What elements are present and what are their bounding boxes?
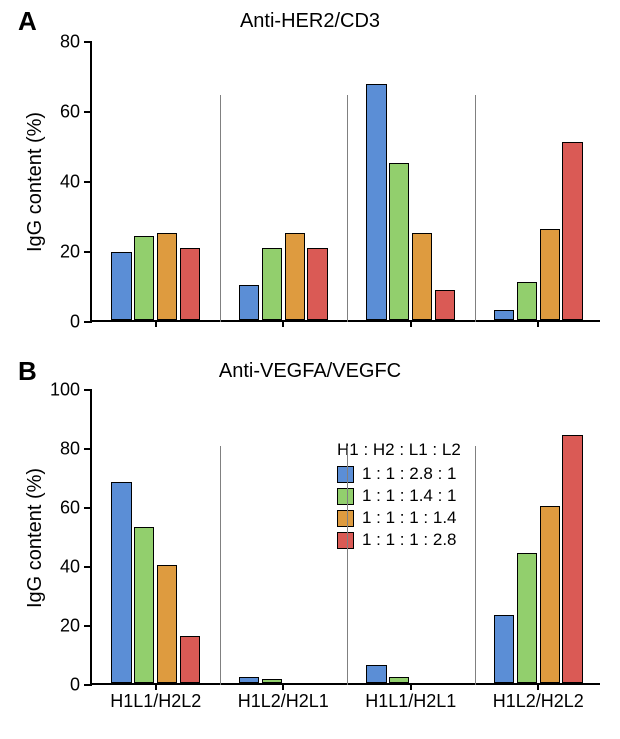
- group-separator: [220, 446, 221, 685]
- legend-item: 1 : 1 : 1 : 2.8: [337, 530, 461, 550]
- ytick: [84, 448, 92, 450]
- legend-swatch: [337, 488, 354, 505]
- bar: [562, 142, 582, 321]
- ytick: [84, 507, 92, 509]
- ytick-label: 60: [60, 498, 80, 519]
- legend-title: H1 : H2 : L1 : L2: [337, 440, 461, 460]
- ytick-label: 0: [70, 312, 80, 333]
- panel-b-ylabel: IgG content (%): [24, 467, 47, 607]
- panel-b-plot: H1 : H2 : L1 : L2 1 : 1 : 2.8 : 11 : 1 :…: [90, 390, 600, 685]
- panel-b: B Anti-VEGFA/VEGFC H1 : H2 : L1 : L2 1 :…: [0, 350, 620, 739]
- bar: [111, 252, 131, 320]
- group-separator: [347, 446, 348, 685]
- bar: [239, 677, 259, 683]
- xtick: [537, 320, 539, 327]
- ytick-label: 60: [60, 102, 80, 123]
- legend-item: 1 : 1 : 1 : 1.4: [337, 508, 461, 528]
- ytick: [84, 111, 92, 113]
- ytick: [84, 566, 92, 568]
- ytick-label: 40: [60, 557, 80, 578]
- legend: H1 : H2 : L1 : L2 1 : 1 : 2.8 : 11 : 1 :…: [337, 440, 461, 552]
- legend-label: 1 : 1 : 1 : 2.8: [362, 530, 457, 550]
- bar: [366, 84, 386, 320]
- legend-label: 1 : 1 : 1.4 : 1: [362, 486, 457, 506]
- bar: [494, 615, 514, 683]
- panel-a-plot: 020406080: [90, 42, 600, 322]
- panel-a-ylabel: IgG content (%): [24, 112, 47, 252]
- legend-label: 1 : 1 : 2.8 : 1: [362, 464, 457, 484]
- ytick: [84, 251, 92, 253]
- xtick: [410, 320, 412, 327]
- panel-a: A Anti-HER2/CD3 020406080 IgG content (%…: [0, 0, 620, 350]
- xtick: [155, 320, 157, 327]
- ytick: [84, 389, 92, 391]
- bar: [111, 482, 131, 683]
- bar: [157, 565, 177, 683]
- xtick-label: H1L1/H2L2: [110, 691, 201, 712]
- xtick: [282, 683, 284, 690]
- bar: [262, 679, 282, 683]
- bar: [412, 233, 432, 321]
- bar: [389, 163, 409, 321]
- legend-swatch: [337, 466, 354, 483]
- group-separator: [220, 95, 221, 322]
- bar: [562, 435, 582, 683]
- xtick: [410, 683, 412, 690]
- ytick: [84, 321, 92, 323]
- bar: [517, 282, 537, 321]
- bar: [134, 527, 154, 683]
- legend-swatch: [337, 510, 354, 527]
- xtick-label: H1L2/H2L1: [238, 691, 329, 712]
- bar: [540, 506, 560, 683]
- ytick: [84, 625, 92, 627]
- ytick-label: 40: [60, 172, 80, 193]
- legend-item: 1 : 1 : 1.4 : 1: [337, 486, 461, 506]
- legend-swatch: [337, 532, 354, 549]
- bar: [540, 229, 560, 320]
- xtick-label: H1L1/H2L1: [365, 691, 456, 712]
- ytick-label: 80: [60, 32, 80, 53]
- ytick-label: 20: [60, 242, 80, 263]
- ytick-label: 0: [70, 675, 80, 696]
- xtick-label: H1L2/H2L2: [493, 691, 584, 712]
- legend-item: 1 : 1 : 2.8 : 1: [337, 464, 461, 484]
- bar: [239, 285, 259, 320]
- ytick-label: 80: [60, 439, 80, 460]
- xtick: [537, 683, 539, 690]
- group-separator: [347, 95, 348, 322]
- bar: [285, 233, 305, 321]
- bar: [134, 236, 154, 320]
- bar: [180, 636, 200, 683]
- xtick: [155, 683, 157, 690]
- bar: [157, 233, 177, 321]
- bar: [494, 310, 514, 321]
- ytick-label: 100: [50, 380, 80, 401]
- figure: A Anti-HER2/CD3 020406080 IgG content (%…: [0, 0, 620, 739]
- bar: [435, 290, 455, 320]
- ytick: [84, 684, 92, 686]
- panel-b-title: Anti-VEGFA/VEGFC: [0, 360, 620, 383]
- legend-label: 1 : 1 : 1 : 1.4: [362, 508, 457, 528]
- ytick: [84, 181, 92, 183]
- bar: [366, 665, 386, 683]
- group-separator: [475, 446, 476, 685]
- bar: [517, 553, 537, 683]
- bar: [180, 248, 200, 320]
- group-separator: [475, 95, 476, 322]
- xtick: [282, 320, 284, 327]
- bar: [307, 248, 327, 320]
- ytick-label: 20: [60, 616, 80, 637]
- bar: [262, 248, 282, 320]
- ytick: [84, 41, 92, 43]
- panel-a-title: Anti-HER2/CD3: [0, 10, 620, 33]
- bar: [389, 677, 409, 683]
